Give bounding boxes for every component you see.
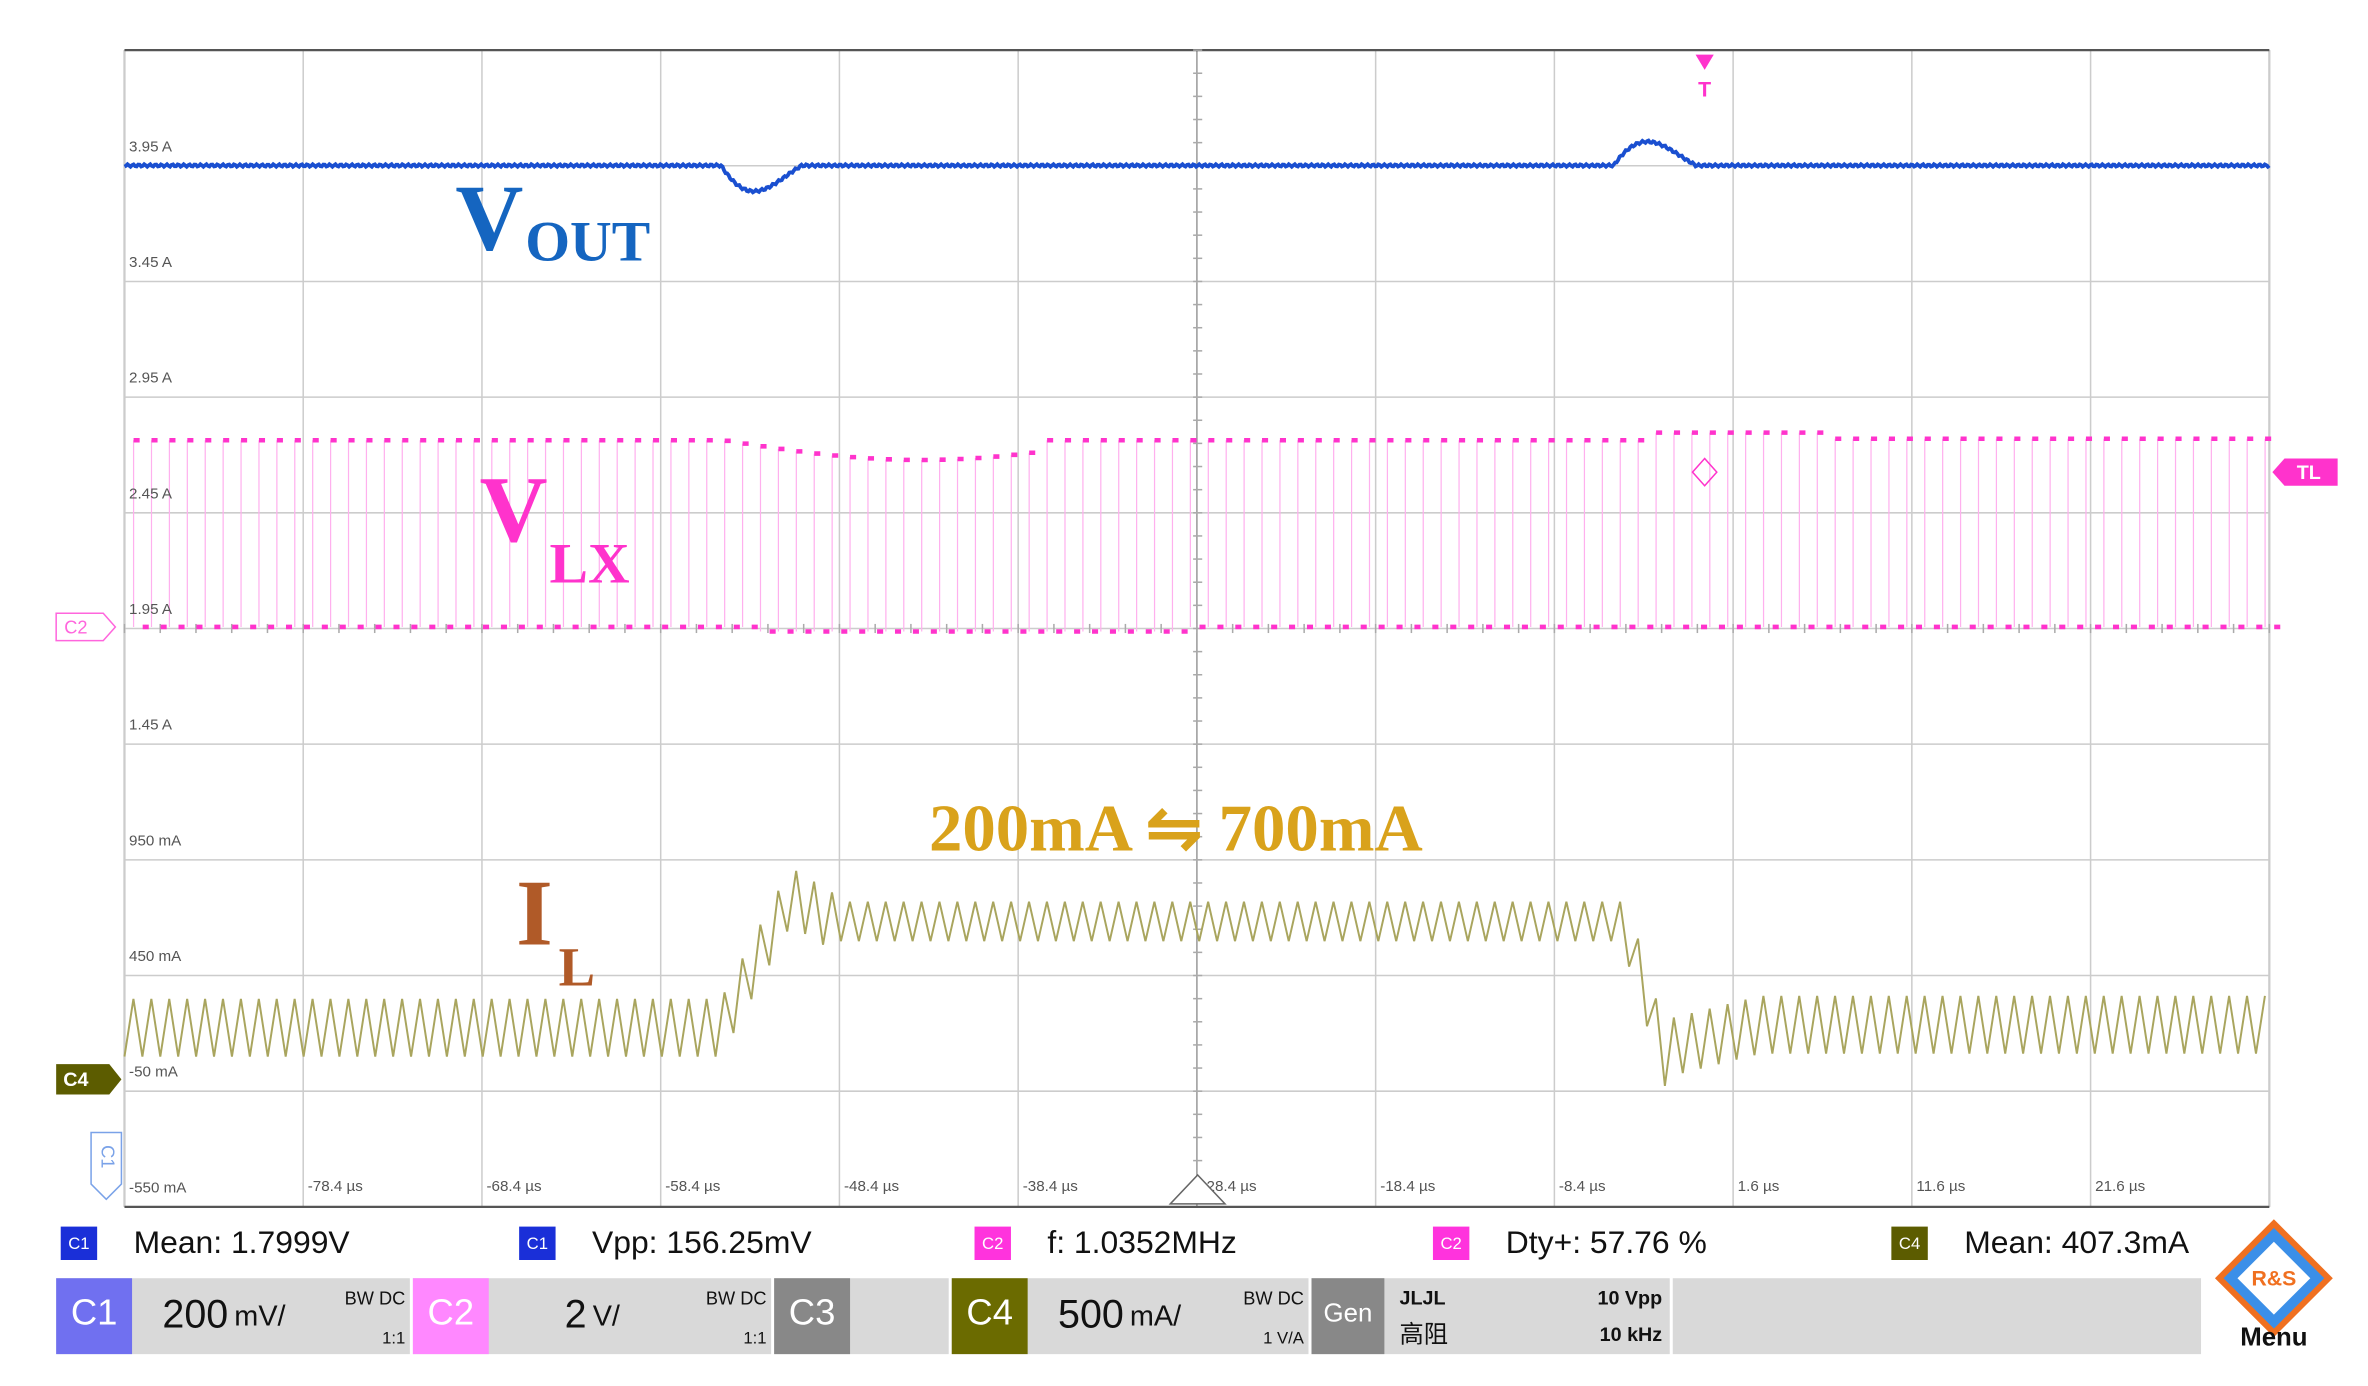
generator-mode: 高阻 bbox=[1400, 1321, 1449, 1348]
channel-ratio: 1 V/A bbox=[1263, 1328, 1305, 1347]
x-axis-label: -68.4 µs bbox=[487, 1178, 543, 1195]
trigger-level-marker bbox=[2272, 458, 2338, 486]
axis-labels: 3.95 A 3.45 A 2.95 A 2.45 A 1.95 A 1.45 A 950 … bbox=[129, 138, 2146, 1196]
measurement-channel: C2 bbox=[982, 1234, 1003, 1253]
il-label: I bbox=[516, 862, 553, 966]
x-axis-label: -78.4 µs bbox=[308, 1178, 364, 1195]
empty-panel bbox=[1672, 1278, 2202, 1355]
channel-scale: 2 V/ bbox=[565, 1293, 621, 1337]
measurement-channel-badge bbox=[60, 1226, 98, 1260]
c1-marker bbox=[90, 1131, 123, 1201]
vout-sub: OUT bbox=[525, 211, 650, 274]
channel-scale-value: 2 bbox=[565, 1293, 587, 1337]
y-axis-label: 1.45 A bbox=[129, 717, 173, 734]
x-axis-label: 11.6 µs bbox=[1916, 1178, 1965, 1195]
c4-marker-text: C4 bbox=[63, 1069, 88, 1091]
c4-marker bbox=[56, 1064, 122, 1095]
measurement-channel-badge bbox=[974, 1226, 1011, 1260]
y-axis-label: 2.45 A bbox=[129, 485, 173, 502]
il-sub: L bbox=[559, 937, 595, 998]
y-axis-label: -50 mA bbox=[129, 1064, 179, 1081]
channel-name: C2 bbox=[428, 1291, 475, 1332]
trigger-marker bbox=[1695, 54, 1714, 70]
channel-scale: 500 mA/ bbox=[1058, 1293, 1182, 1337]
channel-scale-value: 200 bbox=[162, 1293, 228, 1337]
step-label: 200mA ⇋ 700mA bbox=[929, 791, 1423, 865]
channel-button[interactable] bbox=[774, 1278, 851, 1355]
channel-button[interactable] bbox=[951, 1278, 1028, 1355]
vlx-low bbox=[142, 624, 2281, 634]
measurement-value: Dty+: 57.76 % bbox=[1506, 1224, 1707, 1260]
channel-scale: 200 mV/ bbox=[162, 1293, 286, 1337]
measurement-bar: C1 Mean: 1.7999V C1 Vpp: 156.25mV C2 f: 1.035… bbox=[60, 1224, 2190, 1260]
vout-label: V bbox=[455, 166, 523, 270]
menu-label: Menu bbox=[2240, 1324, 2307, 1352]
channel-bar: C1 200 mV/BW DC 1:1 C2 2 V/BW DC 1:1 C3 C4 500 mA/B… bbox=[56, 1214, 2344, 1355]
measurement-channel: C1 bbox=[68, 1234, 89, 1253]
vout-trace bbox=[123, 138, 2271, 195]
c1-marker-text: C1 bbox=[97, 1145, 117, 1168]
channel-scale-unit: mA/ bbox=[1130, 1300, 1182, 1332]
channel-bandwidth: BW DC bbox=[345, 1288, 406, 1308]
x-axis-label: -48.4 µs bbox=[844, 1178, 900, 1195]
channel-bandwidth: BW DC bbox=[1243, 1288, 1304, 1308]
y-axis-label: 1.95 A bbox=[129, 601, 173, 618]
y-axis-label: 450 mA bbox=[129, 948, 182, 965]
y-axis-label: 2.95 A bbox=[129, 370, 173, 387]
measurement-channel-badge bbox=[1891, 1226, 1928, 1260]
measurement-value: Vpp: 156.25mV bbox=[592, 1224, 812, 1260]
waveforms bbox=[123, 138, 2281, 1087]
channel-ratio: 1:1 bbox=[382, 1328, 405, 1347]
generator-name: Gen bbox=[1324, 1299, 1373, 1327]
measurement-value: Mean: 1.7999V bbox=[134, 1224, 351, 1260]
measurement-channel-badge bbox=[1432, 1226, 1470, 1260]
channel-name: C1 bbox=[71, 1291, 118, 1332]
channel-button[interactable] bbox=[56, 1278, 133, 1355]
x-axis-label: -18.4 µs bbox=[1380, 1178, 1436, 1195]
measurement-value: Mean: 407.3mA bbox=[1964, 1224, 2190, 1260]
vlx-high bbox=[133, 430, 2272, 463]
generator-amplitude: 10 Vpp bbox=[1598, 1288, 1663, 1310]
channel-scale-unit: mV/ bbox=[234, 1300, 286, 1332]
measurement-channel: C2 bbox=[1440, 1234, 1461, 1253]
menu-logo-text: R&S bbox=[2251, 1266, 2296, 1290]
channel-scale-value: 500 bbox=[1058, 1293, 1124, 1337]
x-axis-label: -8.4 µs bbox=[1559, 1178, 1606, 1195]
c2-marker bbox=[55, 612, 117, 642]
generator-wave: ЈLЈL bbox=[1400, 1288, 1446, 1310]
channel-bandwidth: BW DC bbox=[706, 1288, 767, 1308]
position-marker bbox=[1168, 1173, 1227, 1205]
x-axis-label: 21.6 µs bbox=[2095, 1178, 2145, 1195]
channel-scale-unit: V/ bbox=[593, 1300, 621, 1332]
menu-logo-inner bbox=[2237, 1241, 2311, 1315]
x-axis-label: -38.4 µs bbox=[1023, 1178, 1079, 1195]
c2-marker-text: C2 bbox=[64, 617, 87, 637]
channel-name: C3 bbox=[789, 1291, 836, 1332]
generator-frequency: 10 kHz bbox=[1600, 1324, 1663, 1346]
trigger-marker-text: T bbox=[1698, 78, 1711, 102]
channel-ratio: 1:1 bbox=[743, 1328, 766, 1347]
measurement-channel: C4 bbox=[1899, 1234, 1920, 1253]
x-axis-label: -58.4 µs bbox=[665, 1178, 721, 1195]
vlx-edges bbox=[132, 432, 2266, 632]
measurement-channel-badge bbox=[519, 1226, 556, 1260]
il-trace bbox=[123, 870, 2266, 1087]
generator-button[interactable] bbox=[1311, 1278, 1385, 1355]
y-axis-label: 950 mA bbox=[129, 832, 182, 849]
channel-name: C4 bbox=[966, 1291, 1013, 1332]
y-axis-label: -550 mA bbox=[129, 1179, 187, 1196]
x-axis-label: -28.4 µs bbox=[1201, 1178, 1257, 1195]
y-axis-label: 3.95 A bbox=[129, 138, 173, 155]
vlx-label: V bbox=[480, 458, 548, 562]
measurement-value: f: 1.0352MHz bbox=[1047, 1224, 1236, 1260]
y-axis-label: 3.45 A bbox=[129, 254, 173, 271]
trigger-point bbox=[1691, 457, 1718, 487]
channel-button[interactable] bbox=[412, 1278, 489, 1355]
vlx-sub: LX bbox=[549, 533, 629, 596]
trigger-level-text: TL bbox=[2297, 462, 2321, 484]
x-axis-label: 1.6 µs bbox=[1738, 1178, 1780, 1195]
measurement-channel: C1 bbox=[527, 1234, 548, 1253]
